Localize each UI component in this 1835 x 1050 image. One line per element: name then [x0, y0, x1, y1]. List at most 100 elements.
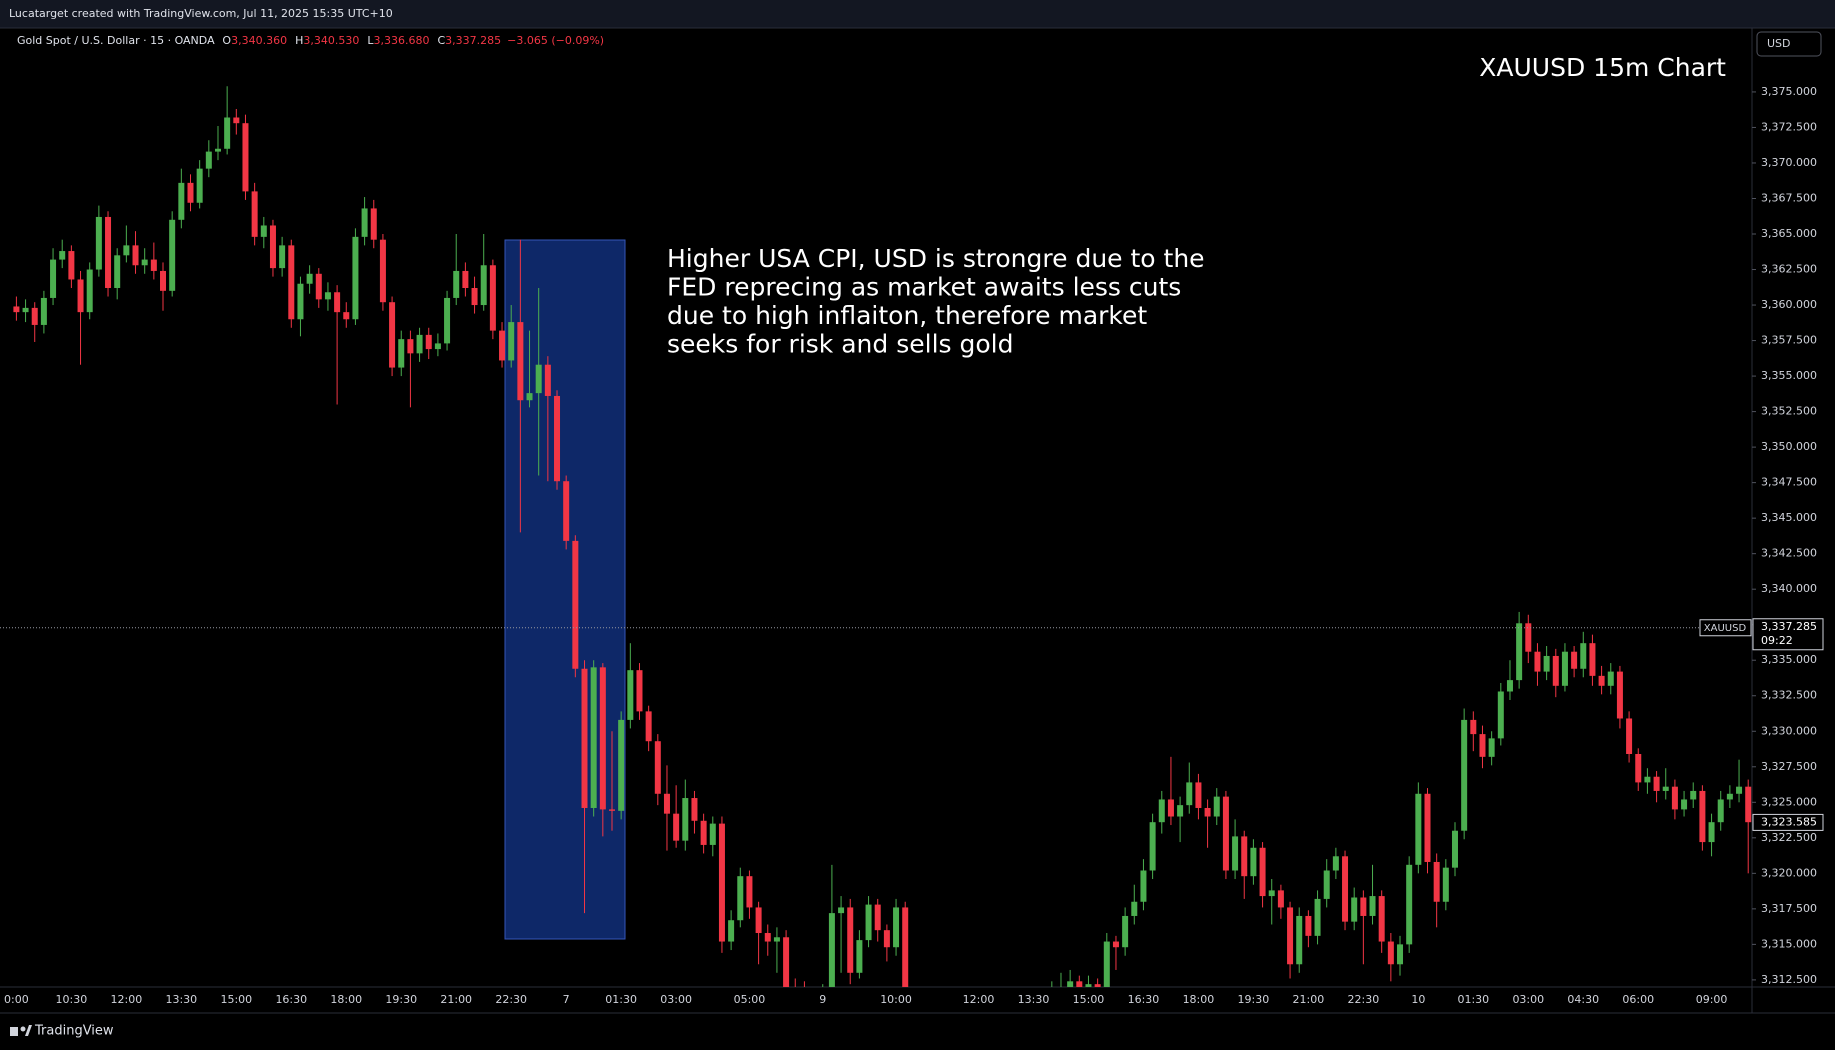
candle-body — [480, 265, 487, 306]
symbol-tag — [1699, 619, 1752, 637]
candle-body — [407, 339, 414, 354]
x-tick-label: 05:00 — [734, 993, 766, 1006]
x-tick-label: 22:30 — [495, 993, 527, 1006]
candle-body — [1745, 786, 1752, 823]
y-tick-label: 3,375.000 — [1761, 85, 1817, 98]
candle-body — [1561, 651, 1568, 686]
candle-body — [1543, 655, 1550, 672]
candle-body — [1332, 856, 1339, 871]
candles — [13, 86, 1752, 987]
candle-body — [59, 251, 66, 260]
candle-body — [783, 937, 790, 987]
legend-key: H — [295, 34, 303, 47]
candle-body — [1167, 799, 1174, 817]
last-price-tag — [1752, 813, 1824, 831]
chart-title: XAUUSD 15m Chart — [1479, 53, 1726, 82]
legend-key: L — [367, 34, 374, 47]
candle-body — [233, 117, 240, 124]
candle-body — [691, 798, 698, 821]
x-tick-label: 04:30 — [1567, 993, 1599, 1006]
candle-body — [499, 330, 506, 361]
credit: Lucatarget created with TradingView.com,… — [9, 7, 393, 20]
candle-body — [260, 225, 267, 237]
countdown: 09:22 — [1761, 634, 1793, 647]
candle-body — [471, 287, 478, 306]
candle-body — [269, 225, 276, 269]
candle-body — [1516, 623, 1523, 681]
candle-body — [361, 208, 368, 237]
candle-body — [1662, 786, 1669, 791]
candle-body — [627, 670, 634, 720]
candle-body — [242, 123, 249, 192]
candle-body — [160, 270, 167, 291]
y-tick-label: 3,347.500 — [1761, 476, 1817, 489]
x-tick-label: 03:00 — [1512, 993, 1544, 1006]
candle-body — [40, 297, 47, 325]
candle-body — [251, 191, 258, 237]
candle-body — [893, 907, 900, 948]
candle-body — [343, 312, 350, 320]
currency-button[interactable] — [1756, 31, 1822, 57]
candle-body — [1259, 847, 1266, 897]
x-tick-label: 16:30 — [275, 993, 307, 1006]
candle-body — [196, 168, 203, 203]
x-tick-label: 16:30 — [1128, 993, 1160, 1006]
candle-body — [279, 245, 286, 269]
candle-body — [581, 668, 588, 808]
annotation-line: due to high inflaiton, therefore market — [667, 301, 1147, 330]
candle-body — [214, 148, 221, 152]
candle-body — [1378, 896, 1385, 942]
candle-body — [1681, 799, 1688, 810]
candle-body — [416, 334, 423, 354]
candle-body — [1534, 651, 1541, 672]
candle-body — [22, 307, 29, 313]
candle-body — [1690, 790, 1697, 800]
candle-body — [1699, 790, 1706, 843]
x-tick-label: 01:30 — [1457, 993, 1489, 1006]
y-tick-label: 3,367.500 — [1761, 191, 1817, 204]
x-tick-label: 03:00 — [660, 993, 692, 1006]
x-tick-label: 01:30 — [605, 993, 637, 1006]
candle-body — [865, 904, 872, 941]
candle-body — [462, 270, 469, 288]
candle-body — [673, 813, 680, 841]
candle-body — [1204, 807, 1211, 817]
candle-body — [1442, 867, 1449, 902]
y-tick-label: 3,352.500 — [1761, 405, 1817, 418]
candle-body — [838, 907, 845, 914]
candle-body — [874, 904, 881, 931]
y-tick-label: 3,317.500 — [1761, 902, 1817, 915]
candle-body — [288, 245, 295, 320]
x-tick-label: 15:00 — [220, 993, 252, 1006]
candle-body — [1305, 915, 1312, 936]
candle-body — [114, 255, 121, 288]
candle-body — [1085, 984, 1092, 987]
x-tick-label: 9 — [819, 993, 826, 1006]
x-tick-label: 09:00 — [1696, 993, 1728, 1006]
candle-body — [1314, 898, 1321, 936]
candle-body — [572, 540, 579, 669]
y-tick-label: 3,350.000 — [1761, 440, 1817, 453]
candle-body — [1177, 805, 1184, 817]
candle-body — [1195, 782, 1202, 808]
candle-body — [77, 279, 84, 313]
x-tick-label: 19:30 — [385, 993, 417, 1006]
legend: Gold Spot / U.S. Dollar · 15 · OANDA O3,3… — [17, 34, 604, 47]
x-tick-label: 18:00 — [330, 993, 362, 1006]
candle-body — [847, 907, 854, 973]
candle-body — [1213, 796, 1220, 817]
top-bar — [0, 0, 1835, 28]
candle-body — [700, 820, 707, 845]
candle-body — [737, 876, 744, 921]
currency[interactable]: USD — [1767, 37, 1791, 50]
candle-body — [1726, 793, 1733, 800]
candle-body — [1140, 870, 1147, 902]
x-tick-label: 15:00 — [1073, 993, 1105, 1006]
candle-body — [370, 208, 377, 240]
candle-body — [489, 265, 496, 331]
candle-body — [1067, 981, 1074, 987]
candle-body — [1112, 941, 1119, 948]
candle-body — [132, 245, 139, 266]
annotation-line: Higher USA CPI, USD is strongre due to t… — [667, 244, 1205, 273]
